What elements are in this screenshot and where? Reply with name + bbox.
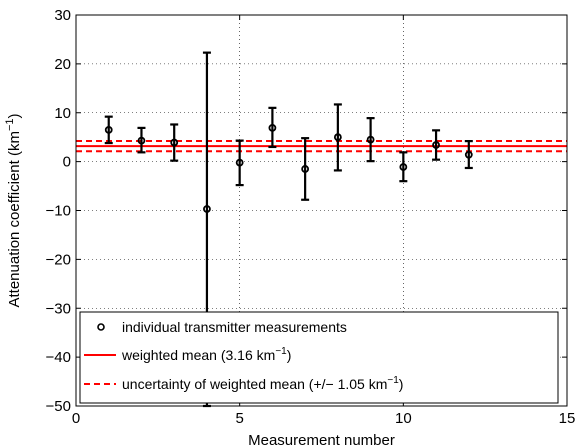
- x-tick-label: 15: [559, 410, 576, 427]
- legend-entry-measurements: individual transmitter measurements: [122, 319, 347, 335]
- y-tick-label: −20: [46, 251, 71, 268]
- y-tick-label: −50: [46, 398, 71, 415]
- data-marker: [366, 135, 375, 144]
- x-axis-label: Measurement number: [248, 432, 395, 448]
- legend-entry-uncertainty: uncertainty of weighted mean (+/− 1.05 k…: [122, 375, 403, 392]
- y-tick-label: −10: [46, 203, 71, 220]
- data-point-10: [399, 151, 408, 183]
- data-point-2: [137, 126, 146, 154]
- reference-lines: [76, 140, 567, 153]
- x-tick-label: 10: [395, 410, 412, 427]
- legend-box: [79, 311, 559, 404]
- data-point-7: [301, 137, 310, 201]
- x-tick-label: 0: [72, 410, 80, 427]
- data-point-11: [432, 129, 441, 161]
- data-point-3: [170, 123, 179, 162]
- legend-marker-measurements: [97, 323, 105, 331]
- data-point-6: [268, 106, 277, 149]
- data-marker: [170, 138, 179, 147]
- y-tick-label: 20: [54, 56, 71, 73]
- y-tick-label: 10: [54, 105, 71, 122]
- data-marker: [203, 205, 211, 213]
- data-point-5: [235, 139, 244, 187]
- data-marker: [104, 125, 113, 134]
- data-marker: [301, 165, 310, 173]
- y-tick-label: 0: [63, 154, 71, 171]
- tick-layer: 0 5 10 15 −50 −40 −30 −20 −10 0 10 20 30: [46, 7, 576, 427]
- data-marker: [399, 163, 408, 171]
- data-point-9: [366, 117, 375, 163]
- legend: individual transmitter measurements weig…: [79, 311, 559, 404]
- data-marker: [432, 141, 440, 149]
- y-tick-label: −30: [46, 300, 71, 317]
- x-tick-label: 5: [235, 410, 243, 427]
- y-axis-label: Attenuation coefficient (km−1): [4, 113, 23, 307]
- data-marker: [333, 133, 342, 142]
- data-marker: [268, 124, 277, 132]
- data-marker: [235, 158, 244, 167]
- data-marker: [464, 150, 473, 159]
- legend-entry-weighted-mean: weighted mean (3.16 km−1): [121, 346, 291, 363]
- data-marker: [137, 136, 146, 145]
- data-point-1: [104, 115, 113, 145]
- y-tick-label: 30: [54, 7, 71, 24]
- data-point-12: [464, 139, 473, 170]
- y-tick-label: −40: [46, 349, 71, 366]
- data-point-8: [333, 103, 342, 172]
